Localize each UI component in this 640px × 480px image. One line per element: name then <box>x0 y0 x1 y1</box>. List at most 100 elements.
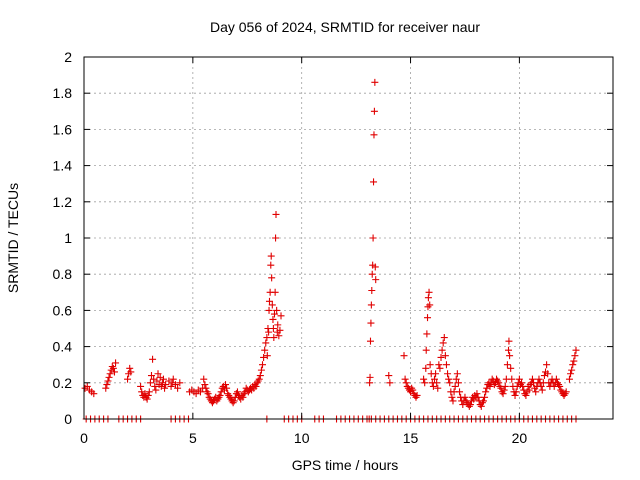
x-tick-label: 15 <box>403 430 419 446</box>
data-point <box>562 388 570 396</box>
data-point <box>167 382 175 390</box>
data-point <box>171 381 179 389</box>
data-point <box>439 339 447 347</box>
data-point <box>265 306 273 314</box>
data-point <box>440 334 448 342</box>
data-point <box>204 390 212 398</box>
data-point <box>272 234 280 242</box>
data-point <box>421 379 429 387</box>
data-point <box>444 370 452 378</box>
data-point <box>508 375 516 383</box>
data-point <box>202 384 210 392</box>
data-point <box>143 395 151 403</box>
data-point <box>105 373 113 381</box>
data-point <box>442 361 450 369</box>
grid-lines <box>84 57 613 419</box>
data-point <box>367 319 375 327</box>
data-point <box>532 388 540 396</box>
data-point <box>260 353 268 361</box>
data-point <box>571 352 579 360</box>
data-point <box>149 355 157 363</box>
y-axis-label: SRMTID / TECUs <box>5 183 21 293</box>
data-point <box>449 397 457 405</box>
data-point <box>434 384 442 392</box>
data-point <box>540 372 548 380</box>
data-point <box>503 361 511 369</box>
data-point <box>512 388 520 396</box>
x-tick-label: 10 <box>294 430 310 446</box>
data-point <box>424 314 432 322</box>
data-point <box>268 274 276 282</box>
data-point <box>369 234 377 242</box>
y-tick-label: 1.8 <box>53 85 73 101</box>
data-point <box>426 301 434 309</box>
data-point <box>274 321 282 329</box>
y-tick-label: 1.2 <box>53 194 73 210</box>
data-points <box>81 78 580 423</box>
y-tick-label: 1 <box>64 230 72 246</box>
data-point <box>538 386 546 394</box>
data-point <box>422 364 430 372</box>
data-point <box>370 107 378 115</box>
data-point <box>400 352 408 360</box>
y-tick-label: 2 <box>64 49 72 65</box>
data-point <box>222 381 230 389</box>
data-point <box>401 375 409 383</box>
data-point <box>257 366 265 374</box>
y-tick-label: 0.8 <box>53 266 73 282</box>
data-point <box>239 393 247 401</box>
data-point <box>535 375 543 383</box>
data-point <box>137 382 145 390</box>
data-point <box>270 310 278 318</box>
data-point <box>556 382 564 390</box>
data-point <box>409 386 417 394</box>
data-point <box>568 366 576 374</box>
data-point <box>437 353 445 361</box>
data-point <box>223 384 231 392</box>
data-point <box>570 357 578 365</box>
data-point <box>479 397 487 405</box>
data-point <box>201 381 209 389</box>
data-point <box>252 382 260 390</box>
data-point <box>367 301 375 309</box>
x-tick-label: 0 <box>80 430 88 446</box>
data-point <box>256 372 264 380</box>
data-point <box>371 263 379 271</box>
data-point <box>481 393 489 401</box>
data-point <box>499 390 507 398</box>
data-point <box>525 386 533 394</box>
data-point <box>433 379 441 387</box>
data-point <box>268 301 276 309</box>
data-point <box>151 382 159 390</box>
data-point <box>567 370 575 378</box>
data-point <box>103 381 111 389</box>
data-point <box>507 364 515 372</box>
data-point <box>445 375 453 383</box>
data-point <box>543 361 551 369</box>
data-point <box>366 373 374 381</box>
data-point <box>432 370 440 378</box>
data-point <box>265 297 273 305</box>
data-point <box>162 381 170 389</box>
data-point <box>267 252 275 260</box>
data-point <box>159 375 167 383</box>
data-point <box>368 270 376 278</box>
data-point <box>495 379 503 387</box>
data-point <box>420 375 428 383</box>
data-point <box>110 368 118 376</box>
y-tick-label: 0 <box>64 411 72 427</box>
data-point <box>153 377 161 385</box>
data-point <box>370 178 378 186</box>
data-point <box>511 391 519 399</box>
chart-title: Day 056 of 2024, SRMTID for receiver nau… <box>210 19 480 35</box>
data-point <box>255 375 263 383</box>
data-point <box>565 375 573 383</box>
data-point <box>263 352 271 360</box>
data-point <box>506 352 514 360</box>
data-point <box>422 346 430 354</box>
data-point <box>259 361 267 369</box>
data-point <box>446 379 454 387</box>
data-point <box>456 388 464 396</box>
y-tick-label: 1.4 <box>53 158 73 174</box>
